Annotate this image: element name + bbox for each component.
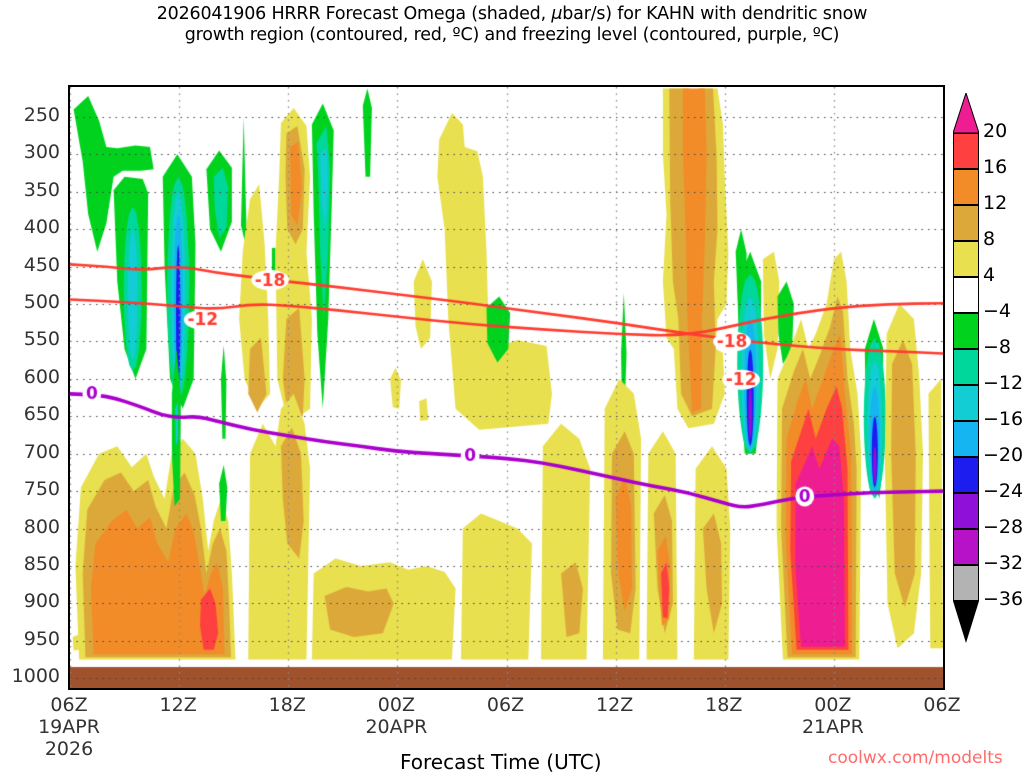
y-tick-label: 650: [23, 403, 60, 426]
chart-title: 2026041906 HRRR Forecast Omega (shaded, …: [156, 4, 868, 45]
omega-shaded-field: [70, 87, 943, 688]
x-tick-date: 20APR: [365, 716, 428, 738]
watermark: coolwx.com/modelts: [828, 748, 1003, 768]
colorbar-tick-label: 4: [983, 264, 996, 286]
y-tick-label: 400: [23, 216, 60, 239]
colorbar-tick-label: −24: [983, 480, 1024, 502]
colorbar-under-arrow: [953, 601, 979, 643]
y-tick-label: 500: [23, 291, 60, 314]
colorbar-over-arrow: [952, 91, 980, 134]
colorbar-segment: [953, 313, 979, 349]
colorbar-tick-label: −8: [983, 336, 1012, 358]
colorbar-segment: [953, 421, 979, 457]
y-tick-label: 300: [23, 141, 60, 164]
y-tick-label: 800: [23, 515, 60, 538]
plot-area: [68, 85, 945, 690]
colorbar-tick-label: −36: [983, 588, 1024, 610]
colorbar-tick-label: −16: [983, 408, 1024, 430]
y-tick-label: 900: [23, 590, 60, 613]
y-tick-label: 450: [23, 253, 60, 276]
colorbar-segment: [953, 385, 979, 421]
y-tick-label: 1000: [11, 665, 60, 688]
x-tick-label: 06Z: [50, 694, 88, 716]
y-tick-label: 550: [23, 328, 60, 351]
colorbar-segment: [953, 529, 979, 565]
colorbar-segment: [953, 565, 979, 601]
colorbar-segment: [953, 205, 979, 241]
colorbar-segment: [953, 133, 979, 169]
x-tick-label: 12Z: [596, 694, 634, 716]
x-tick-label: 06Z: [923, 694, 961, 716]
y-tick-label: 700: [23, 440, 60, 463]
colorbar-tick-label: 8: [983, 228, 996, 250]
colorbar-tick-label: −4: [983, 300, 1012, 322]
colorbar-tick-label: 16: [983, 156, 1008, 178]
x-tick-year: 2026: [44, 738, 94, 760]
x-tick-date: 19APR: [38, 716, 100, 738]
colorbar-segment: [953, 241, 979, 277]
y-tick-label: 850: [23, 553, 60, 575]
colorbar-tick-label: −32: [983, 552, 1024, 574]
x-tick-label: 06Z: [486, 694, 525, 716]
y-tick-label: 950: [23, 627, 60, 650]
x-axis-title: Forecast Time (UTC): [400, 750, 602, 774]
colorbar-segment: [953, 169, 979, 205]
colorbar-segment: [953, 277, 979, 313]
colorbar-segment: [953, 493, 979, 529]
x-tick-label: 18Z: [705, 694, 743, 716]
colorbar-tick-label: 20: [983, 120, 1008, 142]
colorbar-tick-label: 12: [983, 192, 1008, 214]
y-tick-label: 750: [23, 478, 60, 501]
x-tick-label: 18Z: [268, 694, 306, 716]
colorbar-tick-label: −20: [983, 444, 1024, 466]
x-tick-date: 21APR: [801, 716, 864, 738]
x-tick-label: 12Z: [159, 694, 197, 716]
y-tick-label: 250: [23, 103, 60, 126]
y-tick-label: 600: [23, 365, 60, 388]
colorbar-tick-label: −28: [983, 516, 1024, 538]
colorbar-tick-label: −12: [983, 372, 1024, 394]
x-tick-label: 00Z: [377, 694, 415, 716]
x-tick-label: 00Z: [814, 694, 852, 716]
colorbar-segment: [953, 349, 979, 385]
colorbar-segment: [953, 457, 979, 493]
colorbar: 20 16 12 8 4 −4 −8 −12 −16 −20 −24 −28 −32 −36: [952, 85, 1023, 690]
y-tick-label: 350: [23, 178, 60, 201]
